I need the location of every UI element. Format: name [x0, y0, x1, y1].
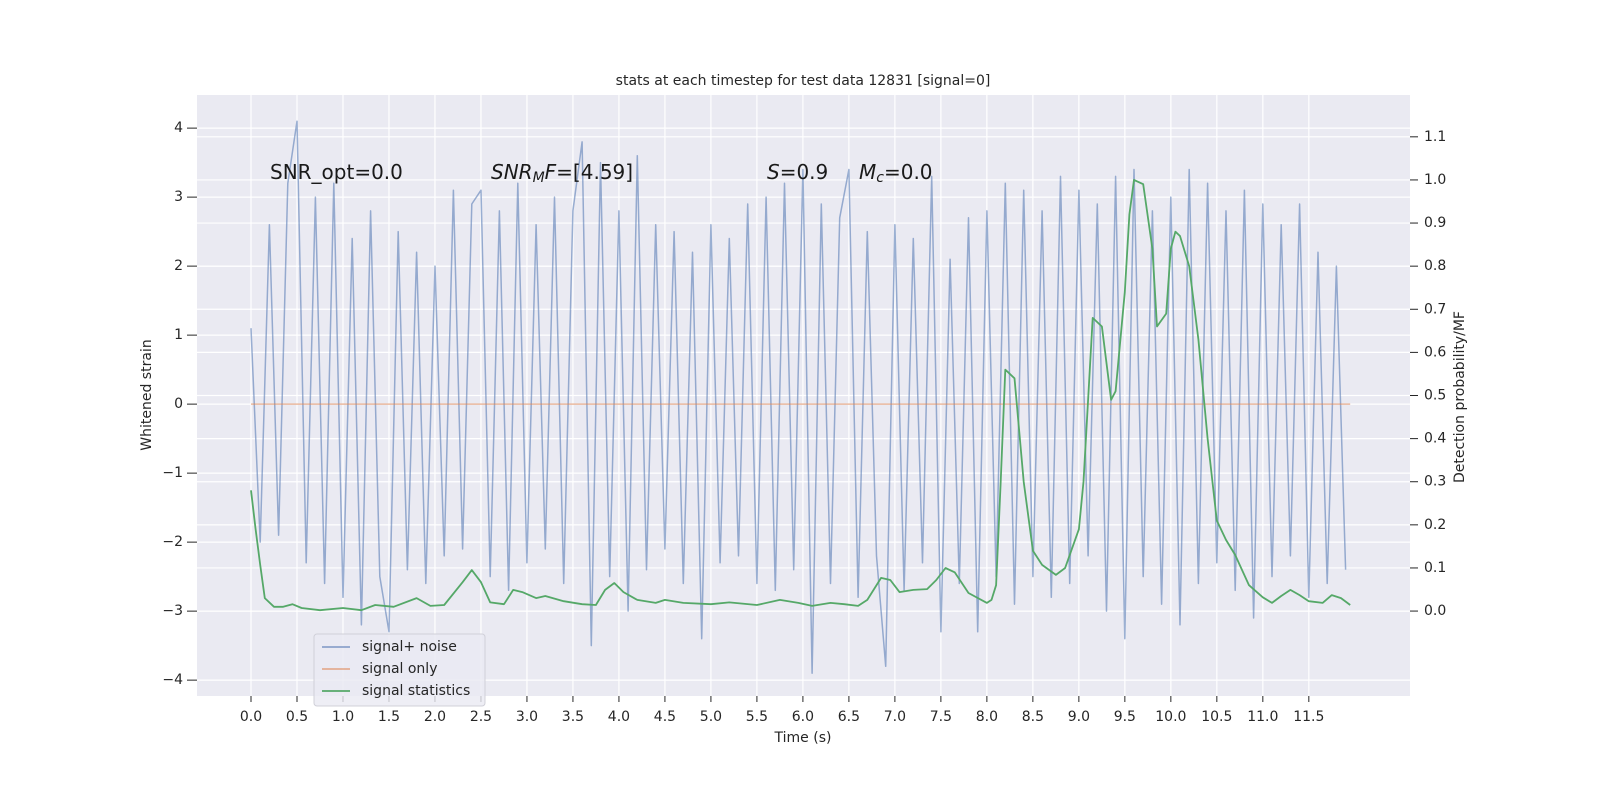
x-tick-label: 11.0 — [1247, 709, 1278, 725]
series-line — [250, 120, 1347, 674]
annotation-part: =0.0 — [884, 160, 933, 184]
y2-tick-label: 1.1 — [1424, 129, 1446, 145]
y2-tick-label: 0.3 — [1424, 474, 1446, 490]
annotation-part: M — [859, 160, 876, 184]
y-tick-label: −2 — [162, 534, 183, 550]
y2-tick-label: 0.1 — [1424, 560, 1446, 576]
y2-tick-label: 0.2 — [1424, 517, 1446, 533]
y2-tick-label: 0.4 — [1424, 431, 1446, 447]
y-tick-label: 1 — [174, 327, 183, 343]
annotation: SNR_opt=0.0 — [270, 160, 403, 184]
annotation-part: =0.9 — [780, 160, 829, 184]
legend-label: signal+ noise — [362, 639, 457, 655]
x-tick-label: 1.0 — [332, 709, 354, 725]
x-tick-label: 3.5 — [562, 709, 584, 725]
chart-title: stats at each timestep for test data 128… — [616, 73, 991, 89]
x-tick-label: 4.0 — [608, 709, 630, 725]
x-tick-label: 3.0 — [516, 709, 538, 725]
y-tick-label: 2 — [174, 258, 183, 274]
x-tick-label: 6.0 — [792, 709, 814, 725]
annotation-part: F — [545, 160, 557, 184]
y2-tick-label: 0.8 — [1424, 258, 1446, 274]
y2-tick-label: 0.0 — [1424, 603, 1446, 619]
annotation: Mc=0.0 — [859, 160, 933, 187]
legend-label: signal statistics — [362, 683, 470, 699]
x-tick-label: 9.5 — [1114, 709, 1136, 725]
x-tick-label: 7.5 — [930, 709, 952, 725]
x-tick-label: 4.5 — [654, 709, 676, 725]
y2-tick-label: 1.0 — [1424, 172, 1446, 188]
x-tick-label: 5.5 — [746, 709, 768, 725]
x-tick-label: 2.0 — [424, 709, 446, 725]
x-tick-label: 0.0 — [240, 709, 262, 725]
x-tick-label: 0.5 — [286, 709, 308, 725]
annotation-part: SNR — [491, 160, 533, 184]
x-tick-label: 11.5 — [1293, 709, 1324, 725]
annotation-part: =[4.59] — [556, 160, 633, 184]
legend-box — [313, 633, 486, 707]
legend-label: signal only — [362, 661, 437, 677]
y-tick-label: −4 — [162, 672, 183, 688]
y-tick-label: 4 — [174, 120, 183, 136]
x-tick-label: 9.0 — [1068, 709, 1090, 725]
y2-tick-label: 0.7 — [1424, 301, 1446, 317]
y-axis-label: Whitened strain — [139, 339, 155, 450]
y2-tick-label: 0.5 — [1424, 388, 1446, 404]
y-tick-label: 3 — [174, 189, 183, 205]
x-tick-label: 8.0 — [976, 709, 998, 725]
y-tick-label: −1 — [162, 465, 183, 481]
x-tick-label: 7.0 — [884, 709, 906, 725]
y2-tick-label: 0.6 — [1424, 344, 1446, 360]
annotation-part: SNR_opt=0.0 — [270, 160, 403, 184]
y2-tick-label: 0.9 — [1424, 215, 1446, 231]
series-line — [250, 179, 1351, 612]
x-tick-label: 2.5 — [470, 709, 492, 725]
annotation-part: c — [876, 170, 884, 186]
annotation-part: M — [533, 170, 545, 186]
x-tick-label: 10.0 — [1155, 709, 1186, 725]
x-tick-label: 1.5 — [378, 709, 400, 725]
x-axis-label: Time (s) — [774, 730, 832, 746]
annotation-part: S — [767, 160, 780, 184]
x-tick-label: 8.5 — [1022, 709, 1044, 725]
x-tick-label: 5.0 — [700, 709, 722, 725]
x-tick-label: 6.5 — [838, 709, 860, 725]
annotation: SNRMF=[4.59] — [491, 160, 633, 187]
y-tick-label: −3 — [162, 603, 183, 619]
y-tick-label: 0 — [174, 396, 183, 412]
annotation: S=0.9 — [767, 160, 828, 184]
y2-axis-label: Detection probability/MF — [1452, 311, 1468, 483]
x-tick-label: 10.5 — [1201, 709, 1232, 725]
